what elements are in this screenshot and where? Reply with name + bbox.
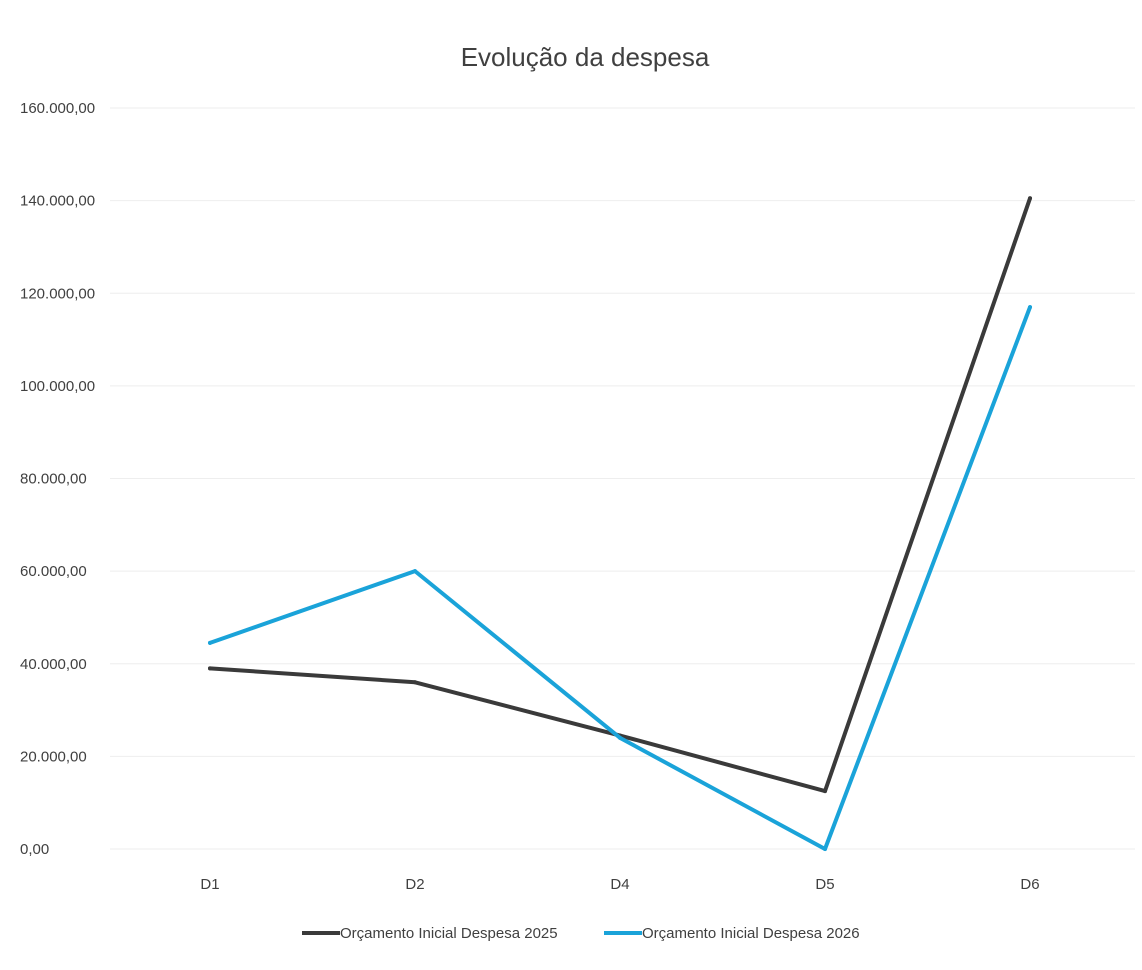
y-tick-label: 60.000,00 — [20, 563, 87, 580]
legend-label: Orçamento Inicial Despesa 2026 — [642, 925, 860, 942]
y-tick-label: 140.000,00 — [20, 193, 95, 210]
data-point — [618, 735, 622, 740]
y-tick-label: 120.000,00 — [20, 285, 95, 302]
y-tick-label: 0,00 — [20, 841, 49, 858]
y-tick-label: 40.000,00 — [20, 656, 87, 673]
x-tick-label: D5 — [815, 876, 834, 893]
y-axis-tick-labels: 0,00 20.000,00 40.000,00 60.000,00 80.000,00… — [20, 100, 95, 858]
data-point — [823, 789, 827, 794]
data-point — [1028, 196, 1032, 201]
y-tick-label: 100.000,00 — [20, 378, 95, 395]
x-tick-label: D1 — [200, 876, 219, 893]
x-tick-label: D6 — [1020, 876, 1039, 893]
data-point — [413, 680, 417, 685]
gridlines — [110, 107, 1135, 850]
data-point — [208, 666, 212, 671]
y-tick-label: 160.000,00 — [20, 100, 95, 117]
series-lines — [208, 196, 1032, 851]
data-point — [823, 847, 827, 851]
data-point — [208, 640, 212, 645]
x-axis-tick-labels: D1 D2 D4 D5 D6 — [200, 876, 1039, 893]
legend: Orçamento Inicial Despesa 2025 Orçamento … — [302, 925, 860, 942]
chart-title: Evolução da despesa — [461, 42, 710, 72]
x-tick-label: D2 — [405, 876, 424, 893]
data-point — [413, 569, 417, 574]
y-tick-label: 20.000,00 — [20, 748, 87, 765]
y-tick-label: 80.000,00 — [20, 471, 87, 488]
data-point — [1028, 305, 1032, 310]
x-tick-label: D4 — [610, 876, 629, 893]
legend-label: Orçamento Inicial Despesa 2025 — [340, 925, 558, 942]
